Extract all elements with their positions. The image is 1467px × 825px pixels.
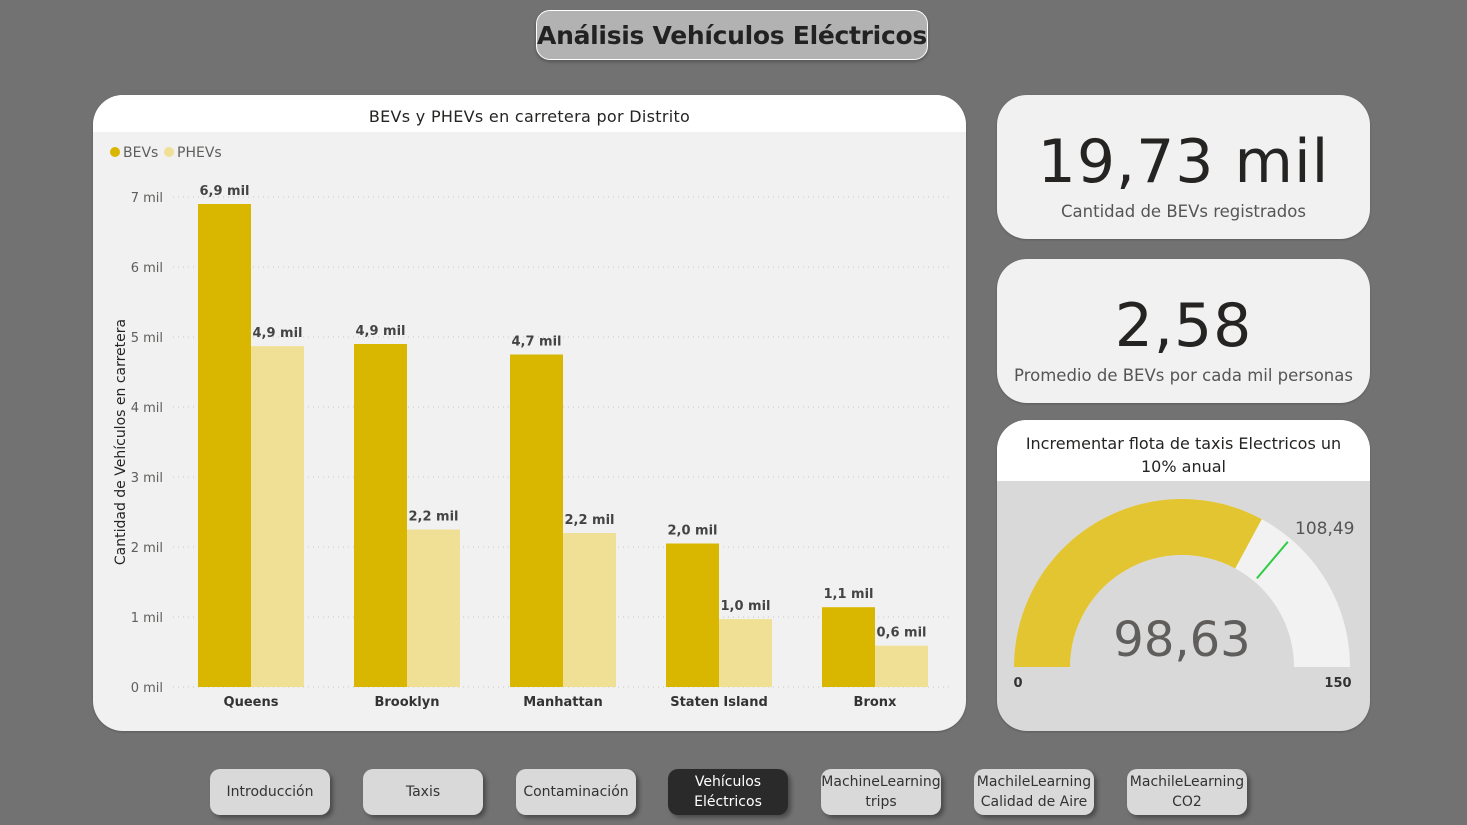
bar-phevs-queens [251,346,304,687]
y-tick-label: 0 mil [131,681,163,696]
bar-bevs-manhattan [510,354,563,687]
legend-bevs-marker [110,147,120,157]
data-label: 2,2 mil [408,510,458,525]
nav-button-contaminación[interactable]: Contaminación [516,769,636,815]
y-tick-label: 7 mil [131,191,163,206]
y-axis-title: Cantidad de Vehículos en carretera [113,319,129,565]
nav-button-machilelearning-co2[interactable]: MachileLearning CO2 [1127,769,1247,815]
gauge-target-label: 108,49 [1295,519,1354,539]
y-tick-label: 4 mil [131,401,163,416]
nav-button-vehículos-eléctricos[interactable]: Vehículos Eléctricos [668,769,788,815]
data-label: 2,2 mil [564,513,614,528]
bar-phevs-staten-island [719,619,772,687]
gauge-title: Incrementar flota de taxis Electricos un… [1025,434,1342,476]
gauge-value: 98,63 [1113,612,1250,668]
y-tick-label: 2 mil [131,541,163,556]
data-label: 2,0 mil [667,524,717,539]
bar-chart: BEVs PHEVs 0 mil 1 mil 2 mil 3 mil 4 mil 5 mil 6… [110,145,953,710]
chart-title: BEVs y PHEVs en carretera por Distrito [368,107,691,126]
legend-bevs-label: BEVs [123,145,158,161]
y-tick-label: 1 mil [131,611,163,626]
data-label: 4,7 mil [511,335,561,350]
kpi-label: Promedio de BEVs por cada mil personas [1014,366,1353,385]
x-tick-label: Bronx [854,695,898,710]
bar-phevs-manhattan [563,533,616,687]
bar-bevs-staten-island [666,543,719,687]
data-label: 1,1 mil [823,587,873,602]
y-tick-label: 3 mil [131,471,163,486]
nav-button-machilelearning-calidad-de-aire[interactable]: MachileLearning Calidad de Aire [974,769,1094,815]
data-label: 4,9 mil [252,326,302,341]
data-label: 6,9 mil [199,184,249,199]
chart-header [93,95,966,132]
bar-bevs-brooklyn [354,344,407,687]
data-label: 0,6 mil [876,626,926,641]
nav-button-introducción[interactable]: Introducción [210,769,330,815]
x-tick-label: Manhattan [523,695,602,710]
kpi-card-bevs-registrados: 19,73 mil Cantidad de BEVs registrados [997,95,1370,239]
data-label: 1,0 mil [720,599,770,614]
x-tick-label: Brooklyn [374,695,439,710]
x-tick-label: Queens [224,695,279,710]
gauge-fill [1014,499,1262,667]
x-tick-label: Staten Island [670,695,768,710]
gauge-min-label: 0 [1013,676,1022,691]
legend-phevs-marker [164,147,174,157]
bar-phevs-bronx [875,645,928,687]
gauge-header [997,420,1370,481]
bar-bevs-bronx [822,607,875,687]
legend-phevs-label: PHEVs [177,145,222,161]
y-tick-label: 6 mil [131,261,163,276]
kpi-label: Cantidad de BEVs registrados [1061,202,1306,221]
bar-phevs-brooklyn [407,529,460,687]
kpi-value: 2,58 [1114,291,1253,361]
y-tick-label: 5 mil [131,331,163,346]
kpi-card-promedio-bevs: 2,58 Promedio de BEVs por cada mil perso… [997,259,1370,403]
gauge-card: Incrementar flota de taxis Electricos un… [997,420,1370,731]
bar-bevs-queens [198,204,251,687]
gauge-target-line [1256,541,1289,580]
nav-button-machinelearning-trips[interactable]: MachineLearning trips [821,769,941,815]
data-label: 4,9 mil [355,324,405,339]
bar-chart-card: BEVs PHEVs 0 mil 1 mil 2 mil 3 mil 4 mil 5 mil 6… [93,95,966,731]
gauge-max-label: 150 [1324,676,1351,691]
nav-button-taxis[interactable]: Taxis [363,769,483,815]
page-title: Análisis Vehículos Eléctricos [536,10,928,60]
kpi-value: 19,73 mil [1037,127,1330,197]
gauge-chart: 108,49 98,63 0 150 [1013,499,1354,691]
